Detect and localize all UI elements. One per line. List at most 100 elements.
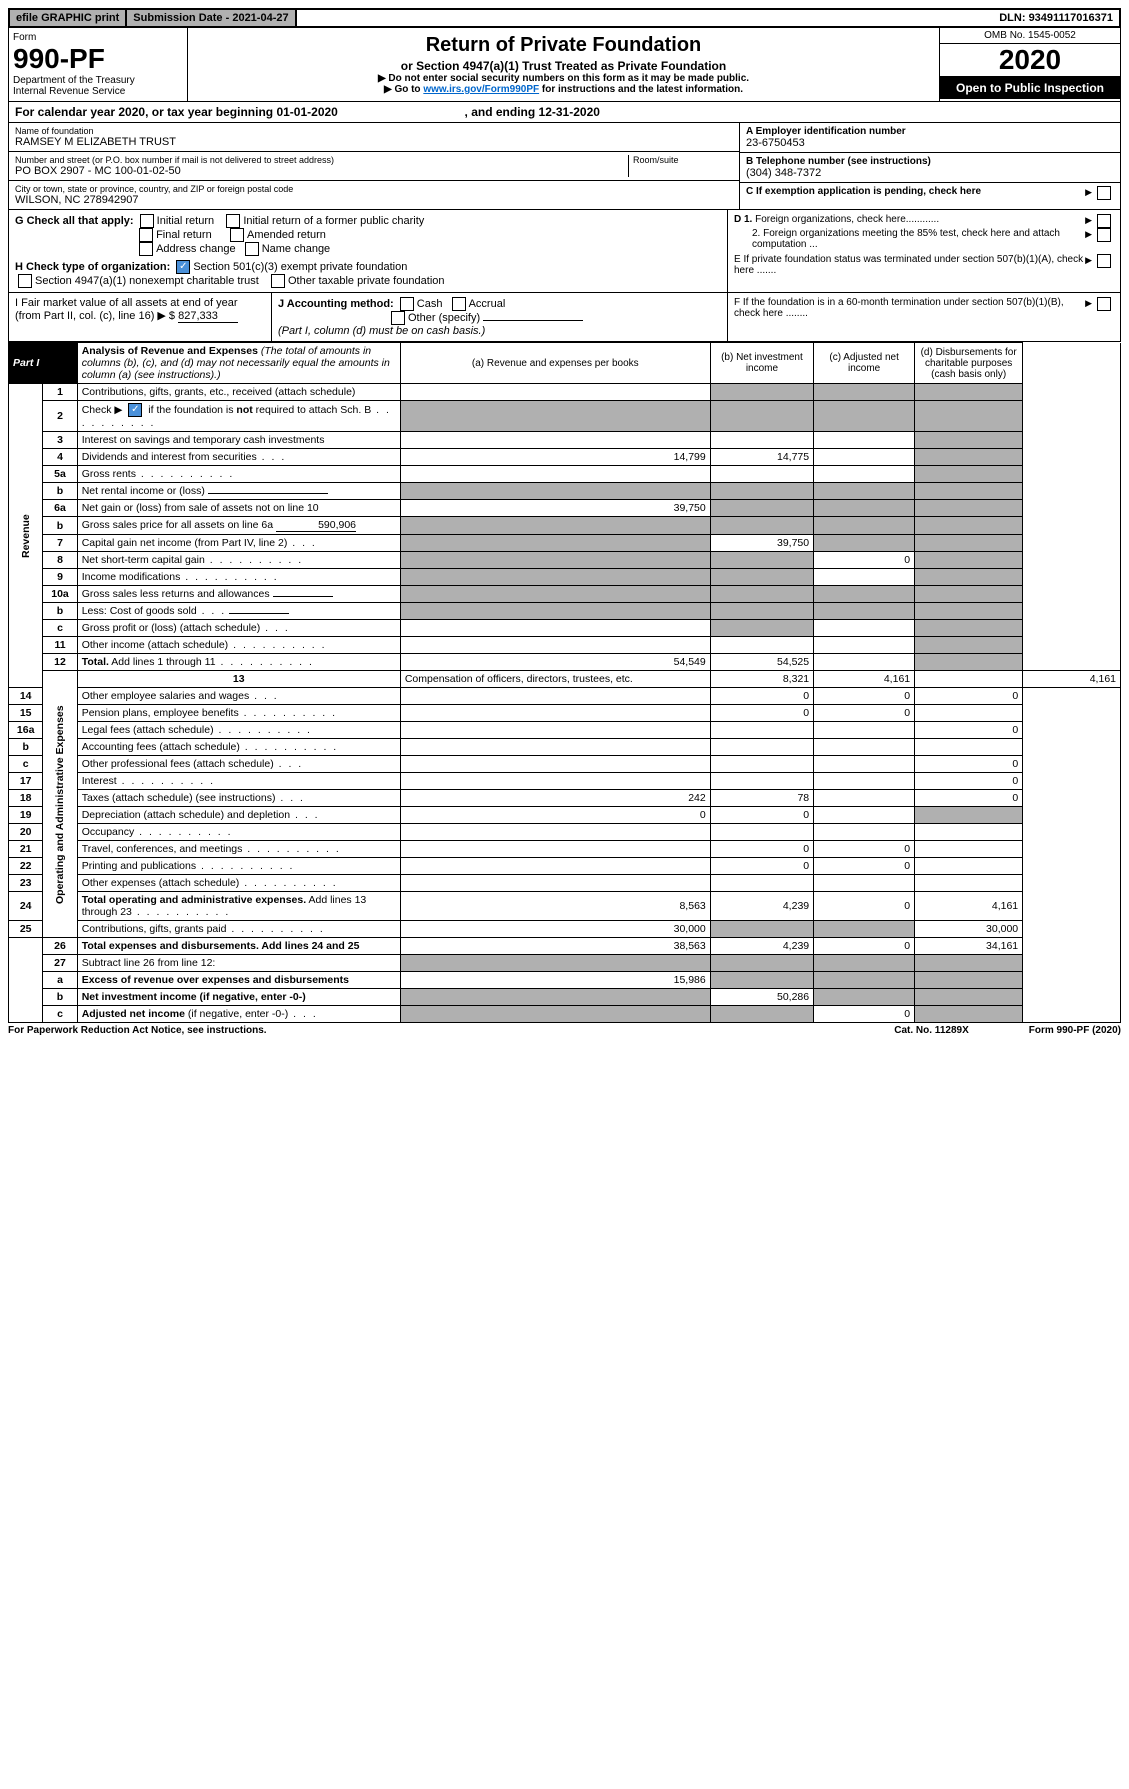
d2-cb[interactable] [1097,228,1111,242]
g-check-all: G Check all that apply: Initial return I… [15,214,721,256]
g-initial-return-cb[interactable] [140,214,154,228]
part1-label: Part I [9,343,78,384]
cat-no: Cat. No. 11289X [894,1025,968,1036]
line-26: Total expenses and disbursements. Add li… [77,938,400,955]
expenses-section: Operating and Administrative Expenses [43,671,77,938]
line-9: Income modifications [77,569,400,586]
form-label: Form [13,32,183,43]
line-15: Pension plans, employee benefits [77,705,400,722]
address-cell: Number and street (or P.O. box number if… [9,152,739,181]
calendar-year-row: For calendar year 2020, or tax year begi… [8,102,1121,123]
line-12: Total. Add lines 1 through 11 [77,654,400,671]
line-23: Other expenses (attach schedule) [77,875,400,892]
submission-date: Submission Date - 2021-04-27 [127,10,296,26]
line-27c: Adjusted net income (if negative, enter … [77,1006,400,1023]
sch-b-cb[interactable] [128,403,142,417]
g-initial-former-cb[interactable] [226,214,240,228]
g-final-cb[interactable] [139,228,153,242]
d1-row: D 1. Foreign organizations, check here..… [734,214,1114,228]
j-cash-cb[interactable] [400,297,414,311]
g-name-cb[interactable] [245,242,259,256]
line-16c: Other professional fees (attach schedule… [77,756,400,773]
line-10b: Less: Cost of goods sold [77,603,400,620]
h-org-type: H Check type of organization: Section 50… [15,260,721,288]
f-cb[interactable] [1097,297,1111,311]
instructions-note: ▶ Go to www.irs.gov/Form990PF for instru… [192,84,935,95]
line-27b: Net investment income (if negative, ente… [77,989,400,1006]
line-14: Other employee salaries and wages [77,688,400,705]
j-accrual-cb[interactable] [452,297,466,311]
h-4947-cb[interactable] [18,274,32,288]
line-3: Interest on savings and temporary cash i… [77,432,400,449]
line-16b: Accounting fees (attach schedule) [77,739,400,756]
col-c-header: (c) Adjusted net income [814,343,915,384]
line-1: Contributions, gifts, grants, etc., rece… [77,384,400,401]
part1-table: Part I Analysis of Revenue and Expenses … [8,342,1121,1023]
line-20: Occupancy [77,824,400,841]
ssn-note: ▶ Do not enter social security numbers o… [192,73,935,84]
h-501c3-cb[interactable] [176,260,190,274]
c-exemption-pending: C If exemption application is pending, c… [740,183,1120,203]
i-fmv-value: 827,333 [178,310,238,323]
line-6a: Net gain or (loss) from sale of assets n… [77,500,400,517]
form-title: Return of Private Foundation [192,34,935,57]
omb-number: OMB No. 1545-0052 [940,28,1120,44]
form-ref: Form 990-PF (2020) [1029,1025,1121,1036]
line-27a: Excess of revenue over expenses and disb… [77,972,400,989]
page-footer: For Paperwork Reduction Act Notice, see … [8,1023,1121,1036]
line-18: Taxes (attach schedule) (see instruction… [77,790,400,807]
col-a-header: (a) Revenue and expenses per books [400,343,710,384]
efile-print-button[interactable]: efile GRAPHIC print [10,10,127,26]
line-13: Compensation of officers, directors, tru… [400,671,710,688]
d1-cb[interactable] [1097,214,1111,228]
line-24: Total operating and administrative expen… [77,892,400,921]
line-25: Contributions, gifts, grants paid [77,921,400,938]
j-other-cb[interactable] [391,311,405,325]
line-5b: Net rental income or (loss) [77,483,400,500]
part1-title: Analysis of Revenue and Expenses (The to… [77,343,400,384]
e-cb[interactable] [1097,254,1111,268]
foundation-name-cell: Name of foundation RAMSEY M ELIZABETH TR… [9,123,739,152]
line-21: Travel, conferences, and meetings [77,841,400,858]
paperwork-notice: For Paperwork Reduction Act Notice, see … [8,1025,267,1036]
form-header: Form 990-PF Department of the Treasury I… [8,28,1121,102]
i-j-row: I Fair market value of all assets at end… [8,293,1121,342]
line-11: Other income (attach schedule) [77,637,400,654]
e-row: E If private foundation status was termi… [734,254,1114,276]
line-16a: Legal fees (attach schedule) [77,722,400,739]
line-5a: Gross rents [77,466,400,483]
h-other-cb[interactable] [271,274,285,288]
revenue-section: Revenue [9,384,43,688]
line-8: Net short-term capital gain [77,552,400,569]
dln: DLN: 93491117016371 [993,10,1119,26]
city-cell: City or town, state or province, country… [9,181,739,209]
f-row: F If the foundation is in a 60-month ter… [734,297,1114,319]
form-number: 990-PF [13,43,183,75]
c-checkbox[interactable] [1097,186,1111,200]
d2-row: 2. Foreign organizations meeting the 85%… [734,228,1114,250]
g-amended-cb[interactable] [230,228,244,242]
line-7: Capital gain net income (from Part IV, l… [77,535,400,552]
phone-cell: B Telephone number (see instructions) (3… [740,153,1120,183]
open-to-public: Open to Public Inspection [940,77,1120,99]
instructions-link[interactable]: www.irs.gov/Form990PF [423,84,539,95]
line-10a: Gross sales less returns and allowances [77,586,400,603]
line-27: Subtract line 26 from line 12: [77,955,400,972]
line-19: Depreciation (attach schedule) and deple… [77,807,400,824]
line-4: Dividends and interest from securities [77,449,400,466]
line-17: Interest [77,773,400,790]
line-10c: Gross profit or (loss) (attach schedule) [77,620,400,637]
tax-year: 2020 [940,44,1120,77]
ein-cell: A Employer identification number 23-6750… [740,123,1120,153]
line-2: Check ▶ if the foundation is not require… [77,401,400,432]
top-bar: efile GRAPHIC print Submission Date - 20… [8,8,1121,28]
col-b-header: (b) Net investment income [710,343,813,384]
g-address-cb[interactable] [139,242,153,256]
department: Department of the Treasury Internal Reve… [13,75,183,97]
col-d-header: (d) Disbursements for charitable purpose… [915,343,1023,384]
form-subtitle: or Section 4947(a)(1) Trust Treated as P… [192,59,935,73]
entity-info: Name of foundation RAMSEY M ELIZABETH TR… [8,123,1121,210]
line-6b: Gross sales price for all assets on line… [77,517,400,535]
g-h-row: G Check all that apply: Initial return I… [8,210,1121,293]
line-22: Printing and publications [77,858,400,875]
